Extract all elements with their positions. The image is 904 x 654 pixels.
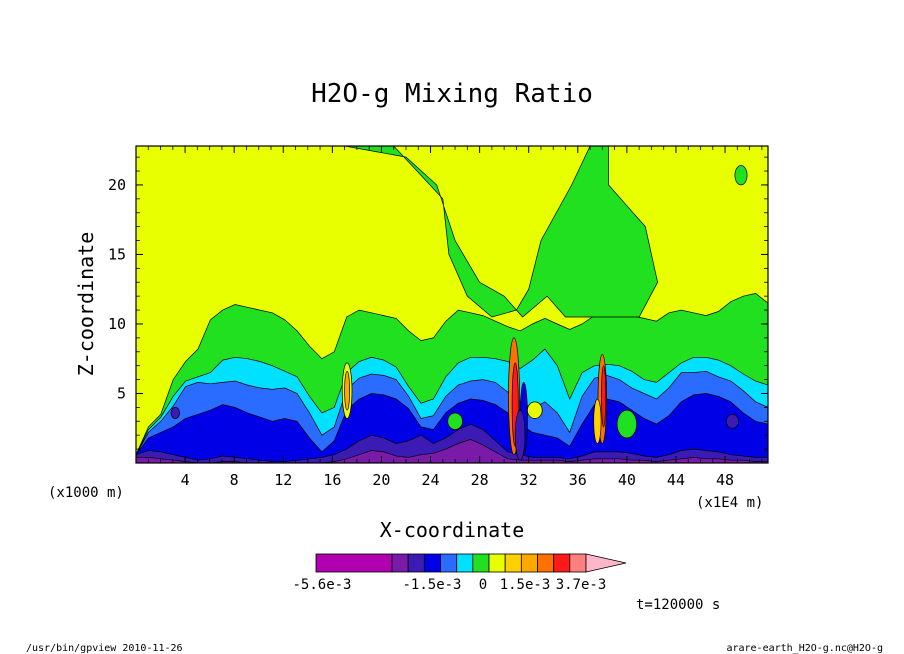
plot-frame [135, 145, 769, 464]
colorbar-swatch [456, 553, 474, 573]
feature-core-5 [601, 365, 607, 428]
x-tick-label: 44 [667, 471, 685, 489]
feature-core-11 [734, 165, 748, 186]
y-axis: 5 10 15 20 [108, 156, 768, 450]
colorbar-swatch [553, 553, 571, 573]
feature-core-14 [447, 412, 463, 430]
colorbar-tick-label: -5.6e-3 [292, 577, 351, 593]
band-purple [136, 439, 768, 463]
colorbar-swatch [315, 553, 393, 573]
colorbar-swatch [472, 553, 490, 573]
y-tick-label: 20 [108, 176, 126, 194]
chart-title: H2O-g Mixing Ratio [311, 79, 593, 109]
x-tick-label: 28 [471, 471, 489, 489]
colorbar-tick-label: -1.5e-3 [402, 577, 461, 593]
colorbar-swatch [537, 553, 555, 573]
colorbar-swatch [488, 553, 506, 573]
y-tick-label: 10 [108, 315, 126, 333]
feature-core-13 [725, 413, 739, 429]
y-axis-title: Z-coordinate [74, 232, 98, 377]
colorbar-swatch [504, 553, 522, 573]
colorbar-swatch [440, 553, 458, 573]
x-tick-label: 4 [181, 471, 190, 489]
footer-left: /usr/bin/gpview 2010-11-26 [26, 643, 183, 654]
colorbar-swatch [391, 553, 409, 573]
footer-right: arare-earth_H2O-g.nc@H2O-g [726, 643, 883, 654]
feature-core-10 [616, 409, 638, 439]
feature-core-12 [170, 406, 180, 419]
colorbar: -5.6e-3 -1.5e-3 0 1.5e-3 3.7e-3 [292, 553, 627, 593]
feature-core-6 [593, 398, 602, 444]
x-tick-label: 32 [520, 471, 538, 489]
x-unit-label: (x1000 m) [48, 485, 124, 501]
colorbar-swatch [423, 553, 441, 573]
y-tick-label: 5 [117, 384, 126, 402]
time-label: t=120000 s [636, 597, 720, 613]
band-green-tongue [332, 146, 658, 318]
x-axis: 4 8 12 16 20 24 28 32 36 40 44 48 [147, 146, 763, 489]
x-axis-title: X-coordinate [380, 518, 525, 542]
colorbar-tick-label: 1.5e-3 [500, 577, 551, 593]
x-tick-label: 8 [230, 471, 239, 489]
y-tick-label: 15 [108, 245, 126, 263]
colorbar-swatch [407, 553, 425, 573]
x-tick-label: 48 [716, 471, 734, 489]
colorbar-extension [585, 553, 627, 573]
colorbar-swatch [520, 553, 538, 573]
x-tick-label: 20 [372, 471, 390, 489]
band-indigo [136, 423, 768, 463]
x-tick-label: 40 [618, 471, 636, 489]
x-tick-label: 12 [274, 471, 292, 489]
colorbar-tick-label: 0 [479, 577, 487, 593]
feature-core-3 [514, 409, 526, 461]
x-tick-label: 24 [421, 471, 439, 489]
colorbar-tick-label: 3.7e-3 [556, 577, 607, 593]
feature-core-8 [344, 370, 350, 411]
x-tick-label: 36 [569, 471, 587, 489]
convective-features [170, 165, 748, 461]
colorbar-swatch [569, 553, 587, 573]
feature-core-9 [527, 401, 543, 419]
x-scale-label: (x1E4 m) [696, 495, 763, 511]
x-tick-label: 16 [323, 471, 341, 489]
